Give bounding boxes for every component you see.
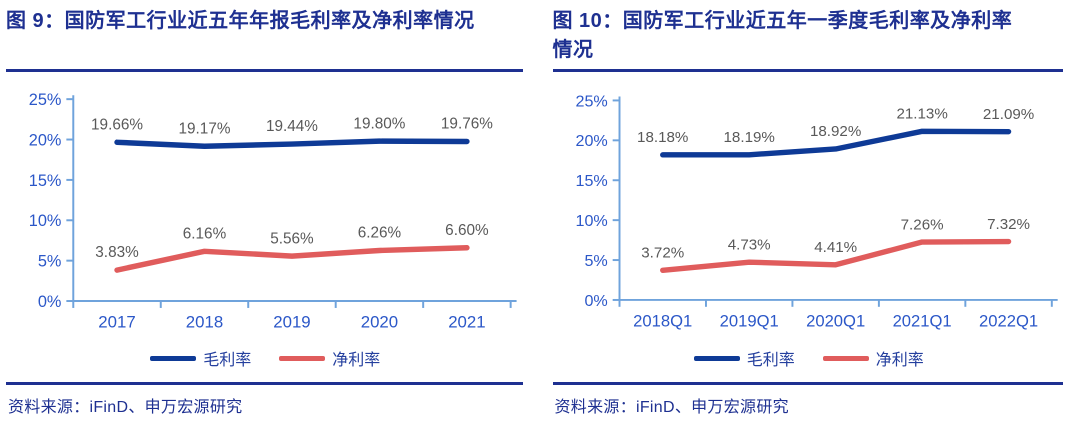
figure-10-legend: 毛利率 净利率 — [553, 344, 1066, 372]
figure-9-chart: 0% 5% 10% 15% 20% 25% 2017 2018 2019 2020 2021 19.6… — [29, 91, 517, 332]
data-label: 3.72% — [641, 245, 684, 262]
y-axis-tick-label: 15% — [29, 172, 62, 190]
gross-margin-legend-line-icon — [693, 355, 740, 361]
figure-10-chart: 0% 5% 10% 15% 20% 25% 2018Q1 2019Q1 2020Q1 2021Q1… — [575, 92, 1058, 330]
legend-item-net-margin: 净利率 — [279, 346, 380, 370]
net-margin-legend-line-icon — [822, 355, 869, 361]
data-label: 6.26% — [358, 225, 402, 242]
x-axis-category-label: 2017 — [98, 313, 135, 332]
gross-margin-line — [659, 128, 1011, 158]
gross-margin-legend-label: 毛利率 — [746, 352, 795, 369]
net-margin-line — [114, 245, 470, 273]
figure-9-source: 资料来源：iFinD、申万宏源研究 — [8, 399, 243, 416]
y-axis-tick-label: 5% — [584, 252, 607, 270]
data-label: 6.16% — [183, 225, 227, 242]
figure-9-chart-area: 0% 5% 10% 15% 20% 25% 2017 2018 2019 2020 2021 19.6… — [6, 78, 525, 340]
y-axis-tick-label: 5% — [38, 253, 62, 271]
gross-margin-legend-line-icon — [150, 355, 197, 361]
x-axis-category-label: 2020Q1 — [806, 311, 865, 330]
x-axis-category-label: 2019Q1 — [719, 311, 778, 330]
figure-10: 图 10：国防军工行业近五年一季度毛利率及净利率情况 0% 5% 10% 15% 20%… — [541, 0, 1081, 444]
figure-9-source-rule — [6, 382, 523, 385]
x-axis-category-label: 2020 — [361, 313, 398, 332]
x-axis-category-label: 2021Q1 — [892, 311, 951, 330]
y-axis-tick-label: 0% — [38, 293, 62, 311]
x-axis-category-label: 2019 — [273, 313, 310, 332]
y-axis-tick-label: 15% — [575, 172, 607, 190]
figure-9-title-rule — [6, 69, 523, 72]
figure-9-legend: 毛利率 净利率 — [6, 344, 525, 372]
y-axis-tick-label: 25% — [575, 92, 607, 110]
data-label: 18.92% — [809, 123, 860, 140]
data-label: 5.56% — [270, 230, 314, 247]
data-label: 19.44% — [266, 118, 318, 135]
x-axis-category-label: 2022Q1 — [979, 311, 1038, 330]
data-label: 21.13% — [896, 106, 947, 123]
y-axis-tick-label: 10% — [29, 212, 62, 230]
net-margin-legend-line-icon — [279, 355, 326, 361]
figure-10-source-rule — [552, 382, 1063, 385]
x-axis-category-label: 2018 — [186, 313, 223, 332]
figure-10-source: 资料来源：iFinD、申万宏源研究 — [554, 399, 789, 416]
gross-margin-line — [114, 138, 470, 149]
data-label: 19.66% — [91, 116, 143, 133]
net-margin-legend-label: 净利率 — [332, 352, 381, 369]
data-label: 18.19% — [723, 129, 774, 146]
figure-10-title-rule — [552, 69, 1063, 72]
y-axis-tick-label: 10% — [575, 212, 607, 230]
data-label: 7.32% — [987, 216, 1030, 233]
figure-9-title: 图 9：国防军工行业近五年年报毛利率及净利率情况 — [6, 10, 475, 32]
gross-margin-legend-label: 毛利率 — [203, 352, 252, 369]
figure-9: 图 9：国防军工行业近五年年报毛利率及净利率情况 0% 5% 10% 15% 20% 25… — [6, 10, 525, 416]
figure-10-chart-area: 0% 5% 10% 15% 20% 25% 2018Q1 2019Q1 2020Q1 2021Q1… — [553, 78, 1066, 340]
figure-10-title: 图 10：国防军工行业近五年一季度毛利率及净利率情况 — [552, 10, 1013, 61]
data-label: 19.80% — [353, 115, 405, 132]
legend-item-gross-margin: 毛利率 — [693, 346, 795, 370]
y-axis-tick-label: 0% — [584, 292, 607, 310]
x-axis-category-label: 2021 — [448, 313, 485, 332]
data-label: 4.73% — [727, 236, 770, 253]
data-label: 19.17% — [178, 120, 230, 137]
net-margin-line — [659, 238, 1011, 273]
data-label: 21.09% — [982, 106, 1033, 123]
data-label: 6.60% — [445, 222, 489, 239]
net-margin-legend-label: 净利率 — [875, 352, 924, 369]
legend-item-net-margin: 净利率 — [822, 346, 924, 370]
data-label: 19.76% — [441, 116, 493, 133]
y-axis-tick-label: 20% — [29, 131, 62, 149]
data-label: 7.26% — [900, 216, 943, 233]
data-label: 18.18% — [637, 129, 688, 146]
y-axis-tick-label: 20% — [575, 132, 607, 150]
data-label: 4.41% — [814, 239, 857, 256]
data-label: 3.83% — [95, 244, 139, 261]
y-axis-tick-label: 25% — [29, 91, 62, 109]
x-axis-category-label: 2018Q1 — [633, 311, 692, 330]
legend-item-gross-margin: 毛利率 — [150, 346, 251, 370]
